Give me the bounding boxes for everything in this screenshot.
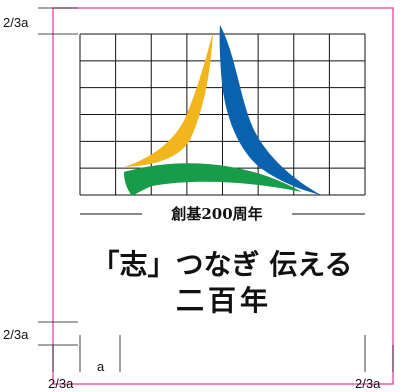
right-margin-label: 2/3a [355,376,381,391]
bottom-ticks [52,335,394,372]
slogan-line-2: 二百年 [176,284,272,317]
slogan-line-1: 「志」つなぎ 伝える [92,248,353,281]
subtitle-row: 創基200周年 [80,205,365,223]
blue-stroke-shape [219,25,321,195]
bottom-margin-marker: 2/3a [3,321,78,346]
yellow-stroke-shape [124,32,213,167]
emblem [124,25,321,196]
top-margin-marker: 2/3a [3,7,78,35]
unit-a-label: a [97,359,105,374]
green-stroke-shape [124,163,302,196]
top-margin-label: 2/3a [3,15,29,30]
bottom-margin-label: 2/3a [3,327,29,342]
left-margin-label: 2/3a [48,376,74,391]
anniversary-subtitle: 創基200周年 [170,205,262,223]
outer-frame [52,7,394,385]
